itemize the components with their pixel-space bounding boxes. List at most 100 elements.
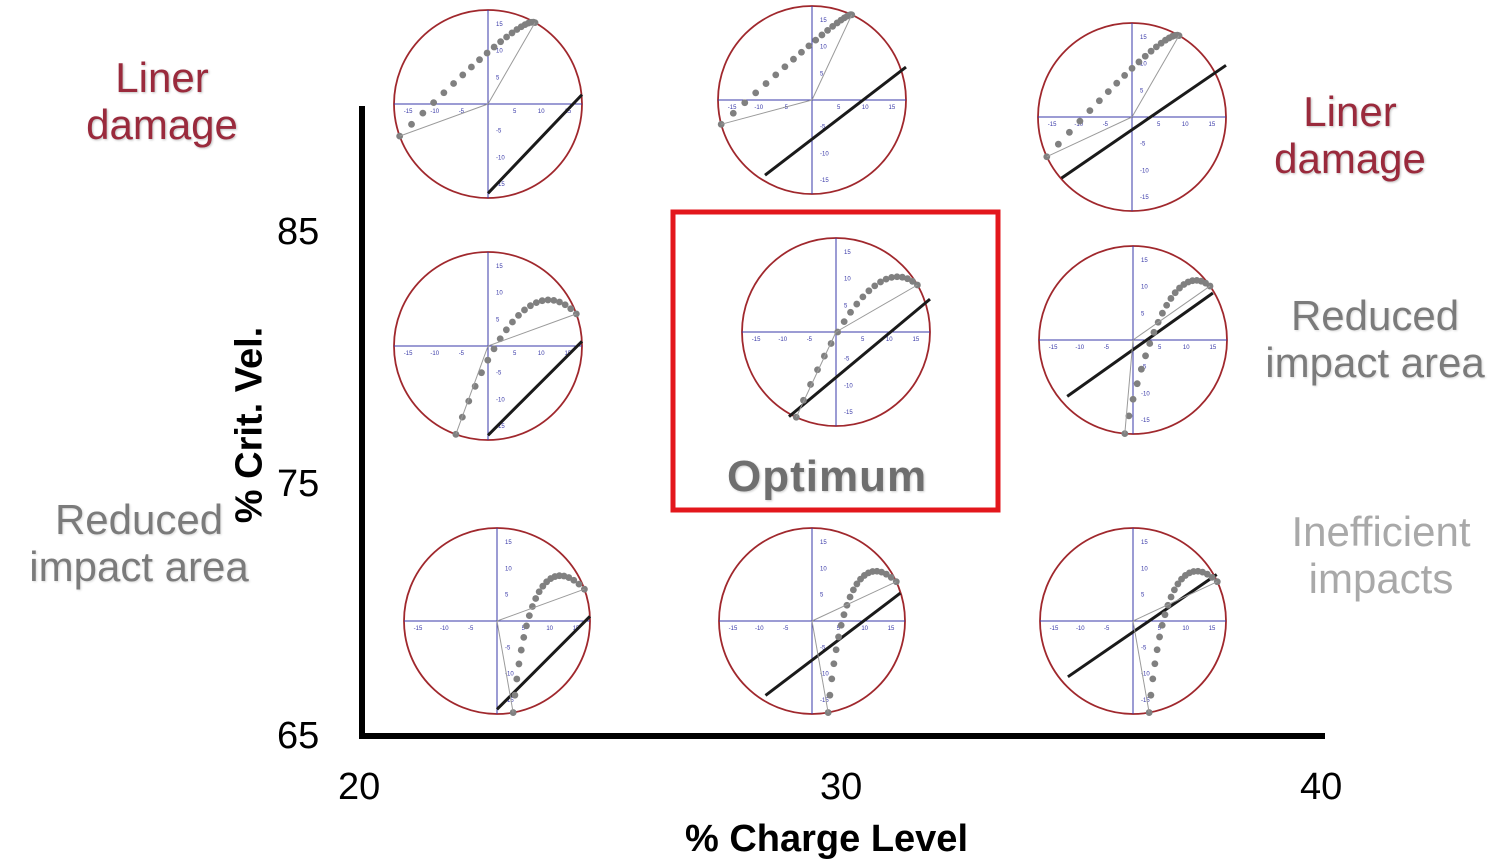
inset-y-tick: 15 [844,250,851,256]
inset-y-tick: -10 [820,151,829,157]
inset-y-tick: -5 [1140,142,1146,148]
inset-x-tick: -10 [755,626,764,632]
inset-x-tick: -5 [1104,345,1110,351]
inset-trajectory-dot [798,48,805,56]
inset-trajectory-dot [853,580,861,588]
inset-trajectory-dot [849,586,857,594]
inset-charge-line [486,93,584,195]
inset-trajectory-dot [1125,412,1133,420]
inset-trajectory-dot [1086,107,1094,114]
inset-trajectory-dot [1141,52,1149,60]
inset-trajectory-dot [556,298,563,306]
inset-x-tick: -5 [1104,626,1110,632]
inset-trajectory-dot [490,43,498,51]
inset-trajectory-dot [830,660,838,668]
inset-trajectory-dot [430,99,438,107]
inset-y-tick: -10 [1140,168,1149,174]
inset-x-tick: -10 [1076,626,1085,632]
inset-x-tick: -5 [459,109,465,115]
inset-trajectory-dot [871,282,879,290]
inset-trajectory-dot [877,278,884,286]
y-tick-85: 85 [277,211,320,253]
inset-trajectory-dot [515,660,523,668]
inset-x-tick: 15 [565,109,572,115]
inset-x-tick: 5 [522,626,526,632]
inset-guide-line [835,284,918,333]
inset-trajectory-dot [846,593,854,601]
label-top-left: Liner damage [72,54,252,148]
inset-trajectory-dot [792,413,800,421]
inset-trajectory-dot [535,588,543,596]
inset-y-tick: 5 [1140,88,1144,94]
inset-x-tick: 15 [888,626,895,632]
inset-charge-line [788,297,931,418]
inset-y-tick: -15 [505,698,514,704]
inset-y-tick: -15 [1140,195,1149,201]
optimum-highlight-box [670,209,1001,513]
inset-trajectory-dot [497,38,505,46]
inset-guide-line [721,99,813,125]
inset-trajectory-dot [1054,140,1062,148]
inset-x-tick: -15 [404,109,413,115]
inset-x-tick: -10 [440,626,449,632]
inset-trajectory-dot [1147,691,1155,699]
inset-y-tick: 15 [505,540,512,546]
inset-trajectory-dot [1174,580,1182,588]
inset-x-tick: 5 [1158,345,1162,351]
inset-trajectory-dot [752,89,760,97]
inset-y-tick: 5 [505,593,509,599]
inset-trajectory-dot [909,277,916,285]
inset-x-tick: 10 [1182,626,1189,632]
inset-y-tick: 5 [496,317,500,323]
inset-trajectory-dot [419,109,427,117]
label-bottom-right-line1: Inefficient [1291,508,1471,555]
inset-trajectory-dot [840,318,848,326]
inset-x-tick: 15 [1209,626,1216,632]
inset-x-tick: -5 [783,105,789,111]
inset-trajectory-dot [529,603,536,610]
inset-guide-line [487,22,536,105]
label-top-right-line1: Liner [1303,88,1397,135]
inset-y-tick: 10 [820,45,827,51]
inset-bottom-center: -15 -15 -10 -10 -5 -5 5 5 10 10 15 15 [718,527,906,716]
inset-x-tick: -15 [729,626,738,632]
inset-trajectory-dot [1043,153,1051,161]
inset-y-tick: -5 [496,129,502,135]
inset-y-tick: 15 [496,22,503,28]
inset-x-tick: 5 [1157,122,1161,128]
inset-guide-line [1132,620,1150,713]
inset-x-tick: 15 [1210,345,1217,351]
inset-trajectory-dot [1095,97,1103,105]
inset-trajectory-dot [1167,295,1175,302]
inset-trajectory-dot [818,31,826,39]
inset-y-tick: -10 [1141,672,1150,678]
inset-x-tick: 5 [837,105,841,111]
inset-trajectory-dot [1065,128,1073,136]
inset-guide-line [487,313,577,347]
inset-y-tick: 5 [1141,593,1145,599]
inset-trajectory-dot [544,296,552,304]
inset-trajectory-dot [532,595,540,602]
inset-top-left: -15 -15 -10 -10 -5 -5 5 5 10 10 15 15 [393,9,584,199]
inset-y-tick: 10 [496,49,503,55]
inset-x-tick: 15 [1209,122,1216,128]
inset-trajectory-dot [396,132,404,140]
inset-trajectory-dot [484,356,492,364]
inset-x-tick: -15 [752,337,761,343]
inset-guide-line [795,331,837,418]
inset-trajectory-dot [538,297,546,305]
inset-x-tick: 10 [861,626,868,632]
inset-trajectory-dot [859,293,867,301]
inset-trajectory-dot [515,311,522,319]
inset-trajectory-dot [511,691,519,699]
inset-y-tick: 10 [844,277,851,283]
y-tick-65: 65 [277,715,320,757]
inset-y-tick: -15 [1141,698,1150,704]
label-top-left-line2: damage [86,101,238,149]
inset-trajectory-dot [513,675,521,683]
inset-y-tick: 10 [1141,285,1148,291]
